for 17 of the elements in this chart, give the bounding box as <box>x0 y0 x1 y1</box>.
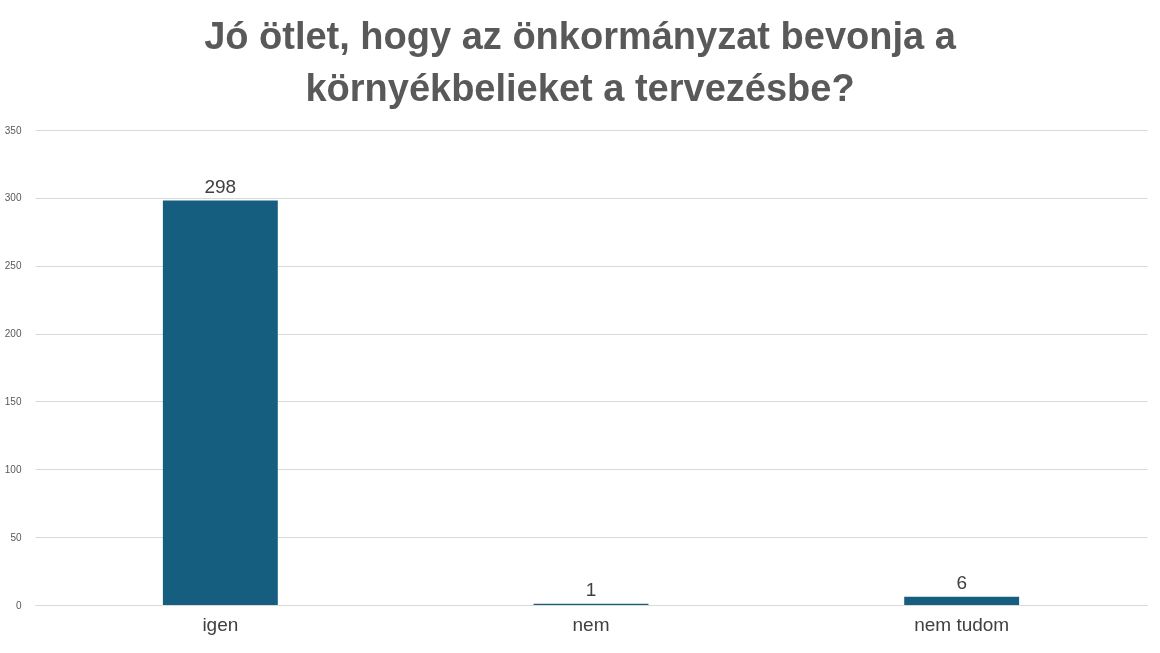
y-tick-label: 200 <box>4 328 22 340</box>
y-tick-label: 300 <box>4 192 22 204</box>
x-tick-label: igen <box>202 613 239 635</box>
bar <box>162 200 278 605</box>
bar <box>904 596 1020 605</box>
x-tick-label: nem tudom <box>914 613 1010 635</box>
y-tick-label: 250 <box>4 260 22 272</box>
x-tick-label: nem <box>572 613 610 635</box>
data-label: 1 <box>585 578 597 600</box>
data-label: 298 <box>204 175 237 197</box>
y-tick-label: 350 <box>4 124 22 136</box>
y-tick-label: 0 <box>15 599 22 611</box>
chart-title: Jó ötlet, hogy az önkormányzat bevonja a környékbelieket a tervezésbe? <box>203 14 957 111</box>
y-tick-label: 150 <box>4 395 22 407</box>
y-tick-label: 50 <box>10 531 22 543</box>
data-label: 6 <box>956 571 967 593</box>
y-tick-label: 100 <box>4 463 22 475</box>
